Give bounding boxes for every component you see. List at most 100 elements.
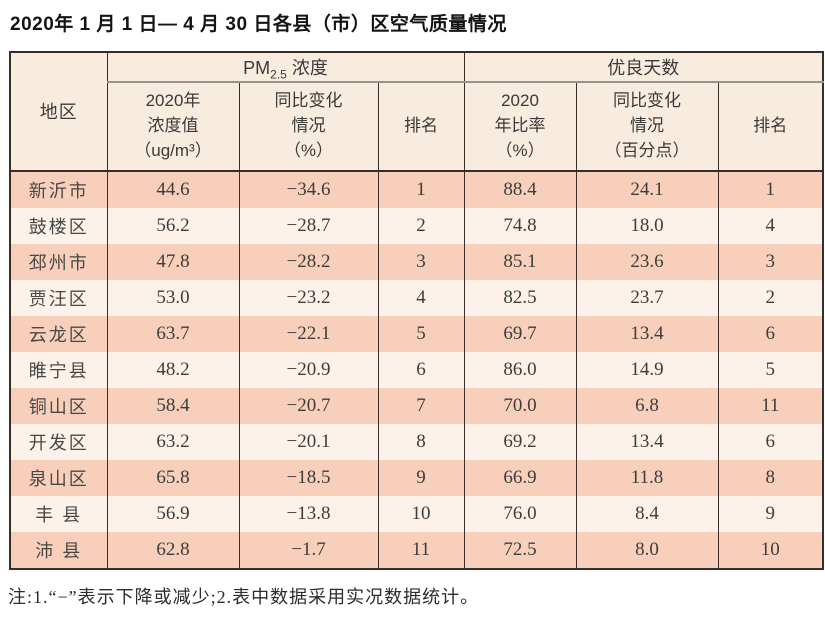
header-pm25-group: PM2.5 浓度 [106, 51, 465, 83]
good-ratio-cell: 69.2 [463, 423, 577, 460]
table-row: 贾汪区 53.0 −23.2 4 82.5 23.7 2 [9, 279, 824, 316]
region-cell: 鼓楼区 [9, 207, 108, 244]
pm25-change-cell: −20.7 [238, 387, 379, 424]
pm25-prefix: PM [243, 57, 271, 78]
pm25-value-cell: 47.8 [106, 243, 240, 280]
good-change-cell: 18.0 [575, 207, 719, 244]
region-cell: 云龙区 [9, 315, 108, 352]
table-row: 邳州市 47.8 −28.2 3 85.1 23.6 3 [9, 243, 824, 280]
header-line: 2020年 [145, 91, 201, 111]
table-row: 鼓楼区 56.2 −28.7 2 74.8 18.0 4 [9, 207, 824, 244]
good-rank-cell: 2 [717, 279, 824, 316]
region-cell: 开发区 [9, 423, 108, 460]
header-line: 同比变化 [274, 91, 343, 111]
pm25-subscript: 2.5 [270, 67, 287, 82]
pm25-rank-cell: 8 [377, 423, 465, 460]
table-row: 铜山区 58.4 −20.7 7 70.0 6.8 11 [9, 387, 824, 424]
good-rank-cell: 4 [717, 207, 824, 244]
good-ratio-cell: 72.5 [463, 531, 577, 569]
header-line: 浓度值 [147, 115, 199, 135]
pm25-value-cell: 56.2 [106, 207, 240, 244]
pm25-rank-cell: 1 [377, 170, 465, 208]
pm25-rank-cell: 4 [377, 279, 465, 316]
region-cell: 沛 县 [9, 531, 108, 569]
footnote: 注:1.“−”表示下降或减少;2.表中数据采用实况数据统计。 [8, 586, 480, 607]
good-ratio-cell: 85.1 [463, 243, 577, 280]
header-good-ratio: 2020 年比率 （%） [463, 81, 577, 172]
good-ratio-cell: 69.7 [463, 315, 577, 352]
pm25-value-cell: 63.2 [106, 423, 240, 460]
good-change-cell: 23.7 [575, 279, 719, 316]
header-line: （百分点） [604, 140, 690, 160]
table-body: 新沂市 44.6 −34.6 1 88.4 24.1 1 鼓楼区 56.2 −2… [9, 170, 824, 569]
pm25-rank-cell: 6 [377, 351, 465, 388]
good-rank-cell: 10 [717, 531, 824, 569]
pm25-rank-cell: 2 [377, 207, 465, 244]
header-good-days-group: 优良天数 [463, 51, 824, 83]
good-ratio-cell: 88.4 [463, 170, 577, 208]
pm25-rank-cell: 10 [377, 495, 465, 532]
good-rank-cell: 9 [717, 495, 824, 532]
pm25-suffix: 浓度 [286, 57, 328, 78]
pm25-change-cell: −28.2 [238, 243, 379, 280]
good-change-cell: 23.6 [575, 243, 719, 280]
pm25-change-cell: −1.7 [238, 531, 379, 569]
pm25-value-cell: 56.9 [106, 495, 240, 532]
good-change-cell: 8.4 [575, 495, 719, 532]
header-line: （ug/m³） [134, 140, 212, 160]
header-concentration: 2020年 浓度值 （ug/m³） [106, 81, 240, 172]
group-header-row: 地区 PM2.5 浓度 优良天数 [9, 51, 824, 172]
pm25-value-cell: 62.8 [106, 531, 240, 569]
region-cell: 邳州市 [9, 243, 108, 280]
good-ratio-cell: 74.8 [463, 207, 577, 244]
header-line: 情况 [291, 115, 326, 135]
good-ratio-cell: 86.0 [463, 351, 577, 388]
pm25-rank-cell: 9 [377, 459, 465, 496]
region-cell: 新沂市 [9, 170, 108, 208]
good-rank-cell: 6 [717, 423, 824, 460]
pm25-value-cell: 58.4 [106, 387, 240, 424]
table-row: 新沂市 44.6 −34.6 1 88.4 24.1 1 [9, 170, 824, 208]
pm25-change-cell: −20.9 [238, 351, 379, 388]
pm25-value-cell: 63.7 [106, 315, 240, 352]
table-row: 睢宁县 48.2 −20.9 6 86.0 14.9 5 [9, 351, 824, 388]
pm25-value-cell: 44.6 [106, 170, 240, 208]
page-title: 2020年 1 月 1 日— 4 月 30 日各县（市）区空气质量情况 [10, 14, 507, 35]
pm25-change-cell: −13.8 [238, 495, 379, 532]
good-ratio-cell: 76.0 [463, 495, 577, 532]
good-ratio-cell: 66.9 [463, 459, 577, 496]
table-header: 地区 PM2.5 浓度 优良天数 2020年 浓度值 （ug/m³） 同比变化 … [9, 51, 824, 172]
table-row: 开发区 63.2 −20.1 8 69.2 13.4 6 [9, 423, 824, 460]
good-rank-cell: 5 [717, 351, 824, 388]
table-row: 沛 县 62.8 −1.7 11 72.5 8.0 10 [9, 531, 824, 569]
pm25-change-cell: −23.2 [238, 279, 379, 316]
header-line: 情况 [630, 115, 665, 135]
pm25-value-cell: 48.2 [106, 351, 240, 388]
air-quality-table: 地区 PM2.5 浓度 优良天数 2020年 浓度值 （ug/m³） 同比变化 … [9, 50, 825, 570]
pm25-rank-cell: 11 [377, 531, 465, 569]
good-ratio-cell: 70.0 [463, 387, 577, 424]
good-change-cell: 24.1 [575, 170, 719, 208]
table-row: 泉山区 65.8 −18.5 9 66.9 11.8 8 [9, 459, 824, 496]
header-line: （%） [283, 140, 334, 160]
header-good-change: 同比变化 情况 （百分点） [575, 81, 719, 172]
pm25-change-cell: −22.1 [238, 315, 379, 352]
good-change-cell: 8.0 [575, 531, 719, 569]
pm25-value-cell: 65.8 [106, 459, 240, 496]
pm25-change-cell: −28.7 [238, 207, 379, 244]
region-cell: 睢宁县 [9, 351, 108, 388]
pm25-rank-cell: 3 [377, 243, 465, 280]
pm25-rank-cell: 5 [377, 315, 465, 352]
header-line: 2020 [501, 91, 539, 111]
good-change-cell: 6.8 [575, 387, 719, 424]
good-rank-cell: 1 [717, 170, 824, 208]
table-row: 丰 县 56.9 −13.8 10 76.0 8.4 9 [9, 495, 824, 532]
good-rank-cell: 8 [717, 459, 824, 496]
good-rank-cell: 6 [717, 315, 824, 352]
region-cell: 泉山区 [9, 459, 108, 496]
header-region: 地区 [9, 51, 108, 172]
good-rank-cell: 3 [717, 243, 824, 280]
region-cell: 铜山区 [9, 387, 108, 424]
header-line: （%） [495, 140, 545, 160]
